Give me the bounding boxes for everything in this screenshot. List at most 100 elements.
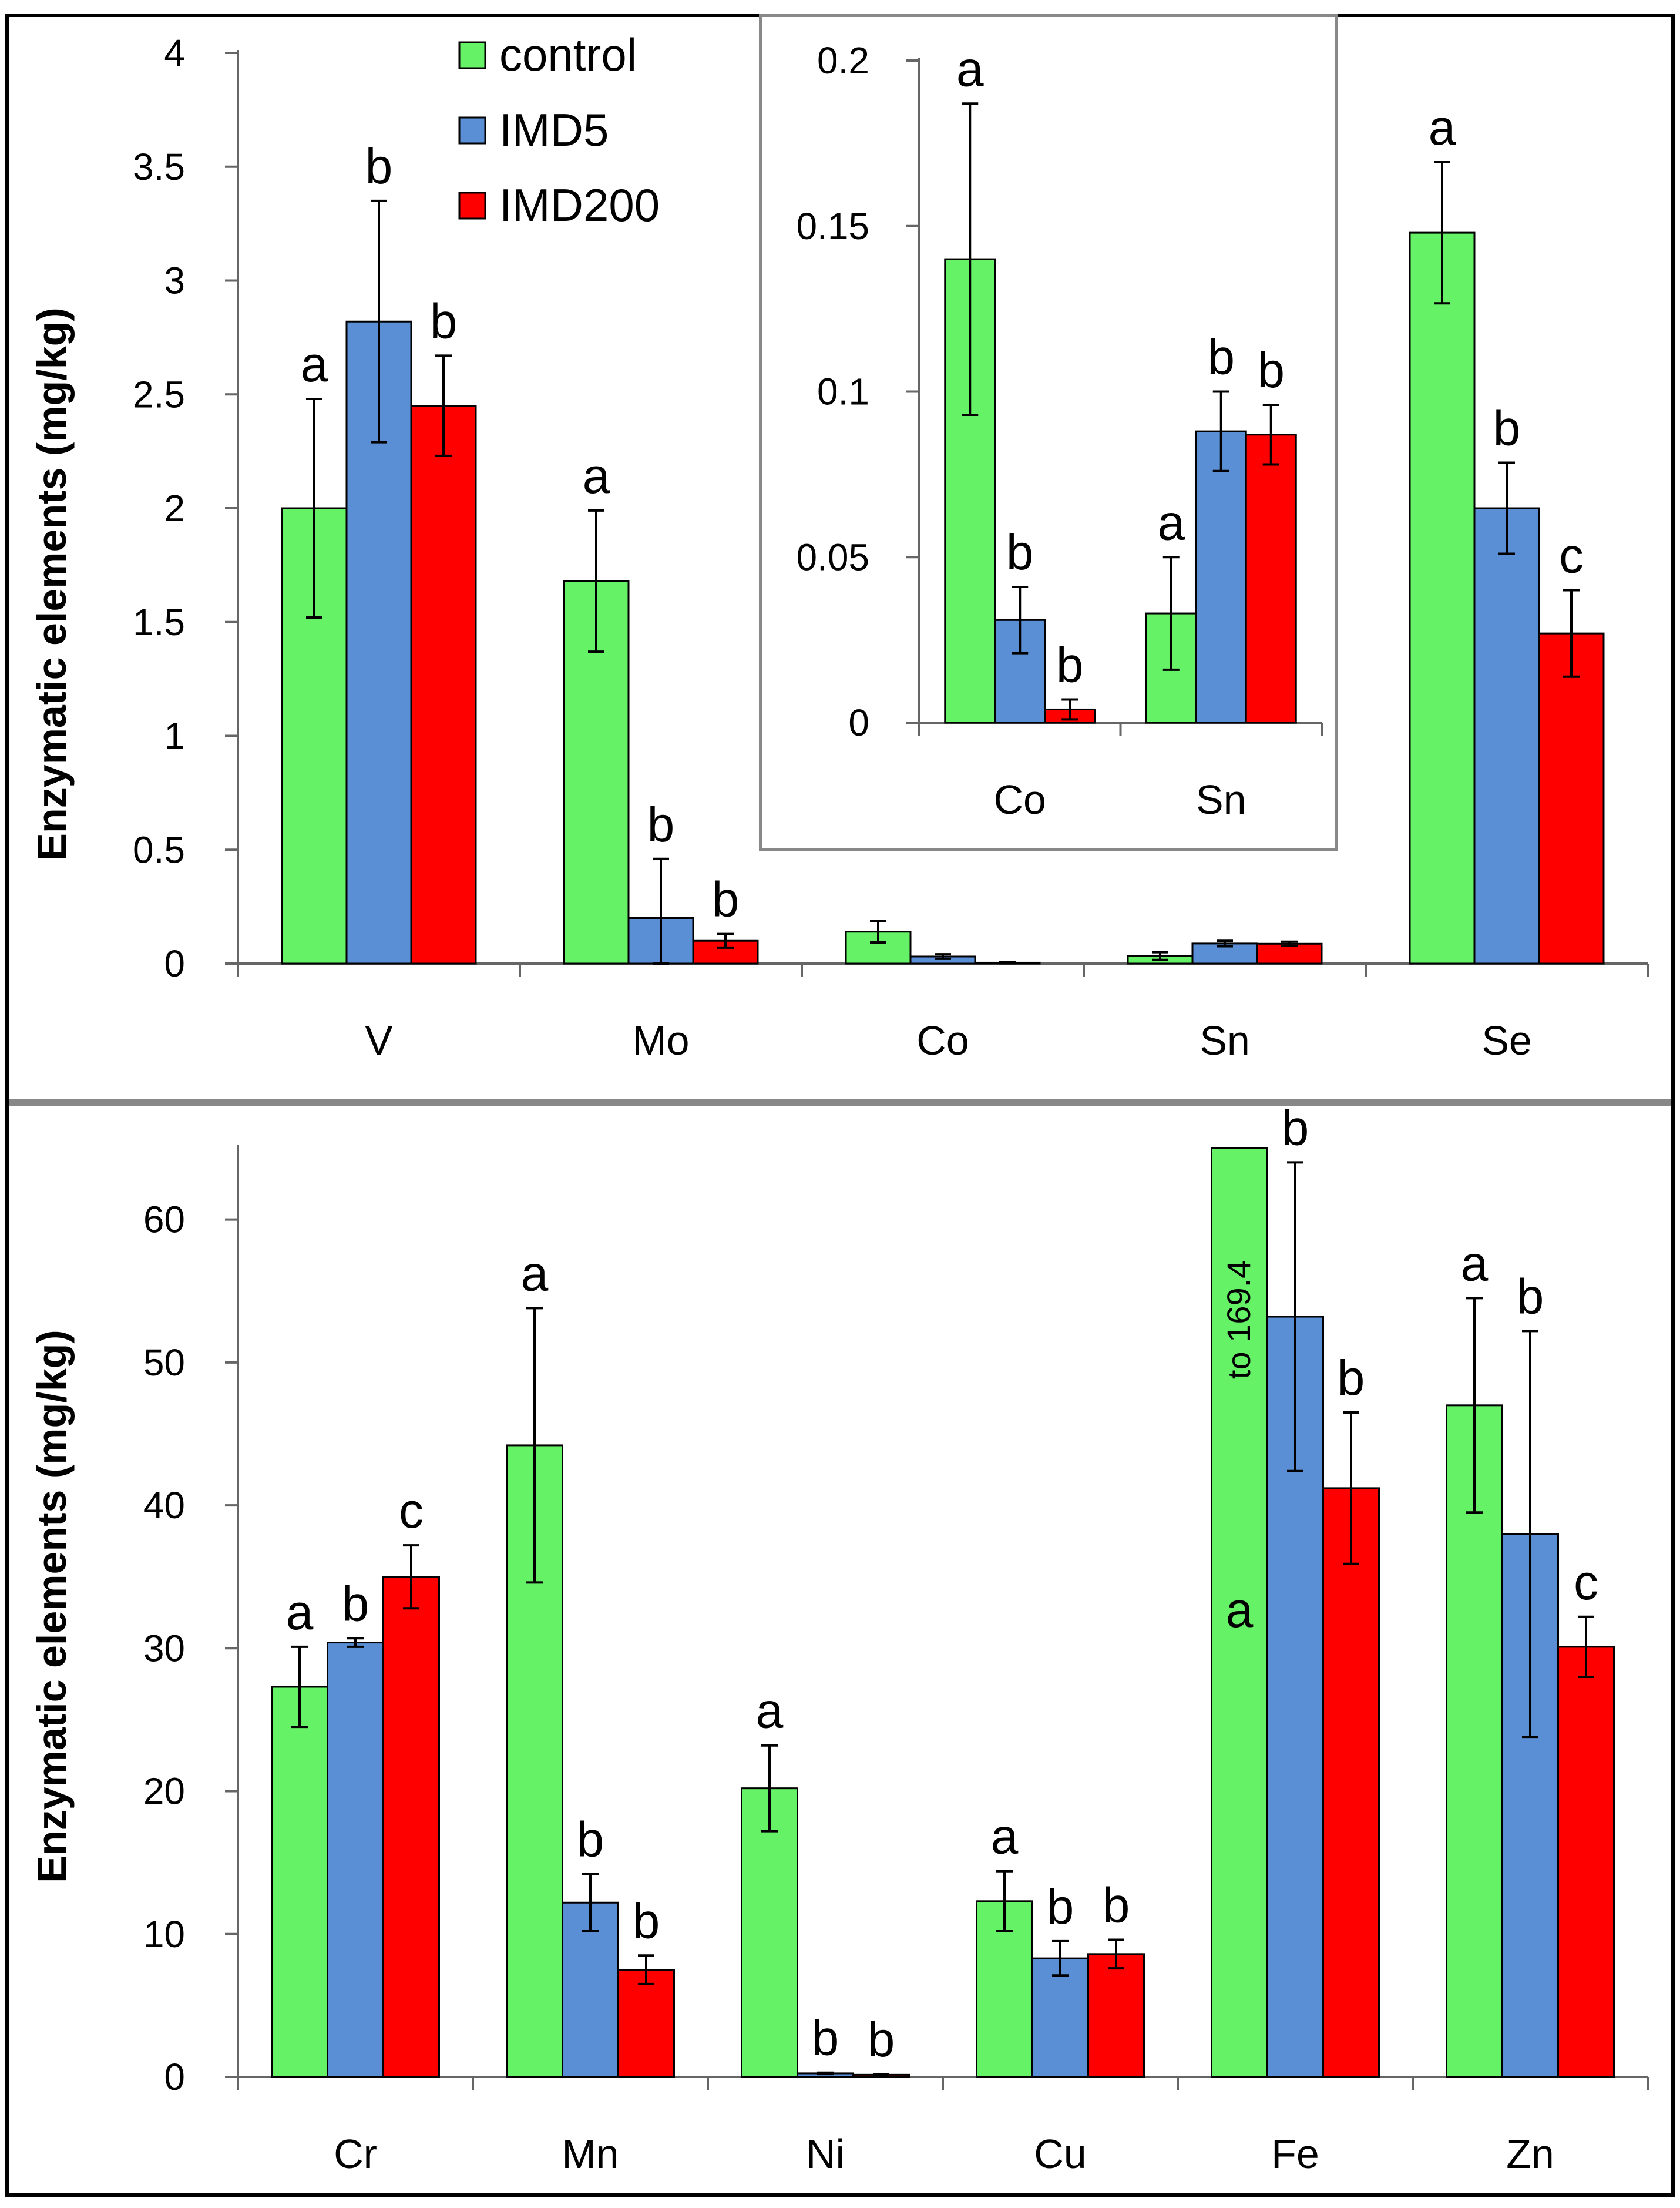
bottom-significance-letter: a bbox=[521, 1246, 549, 1301]
top-y-tick-label: 0 bbox=[164, 942, 185, 985]
inset-frame bbox=[759, 14, 1338, 851]
top-bar-control bbox=[1409, 231, 1476, 965]
bottom-y-tick-label: 60 bbox=[143, 1199, 185, 1241]
bottom-bar-IMD200 bbox=[382, 1576, 440, 2078]
top-y-tick-label: 3 bbox=[164, 260, 185, 302]
bottom-bar-IMD200 bbox=[1322, 1487, 1380, 2078]
top-significance-letter: a bbox=[301, 337, 328, 392]
top-significance-letter: b bbox=[712, 872, 740, 927]
top-significance-letter: b bbox=[365, 139, 393, 194]
bottom-category-label: Mn bbox=[562, 2131, 619, 2177]
bottom-y-tick-label: 30 bbox=[143, 1627, 185, 1669]
top-y-tick-label: 2 bbox=[164, 487, 185, 529]
inset-bar-IMD200 bbox=[1245, 434, 1297, 724]
legend-swatch-IMD200 bbox=[458, 192, 486, 220]
legend-swatch-control bbox=[458, 41, 486, 69]
bottom-category-label: Ni bbox=[806, 2131, 845, 2177]
bottom-category-label: Cr bbox=[334, 2131, 377, 2177]
bottom-bar-control bbox=[1211, 1147, 1268, 2078]
top-y-axis-label: Enzymatic elements (mg/kg) bbox=[29, 307, 75, 860]
bottom-significance-letter: b bbox=[1338, 1350, 1365, 1405]
bottom-bar-IMD5 bbox=[327, 1642, 384, 2078]
top-bar-IMD200 bbox=[410, 405, 477, 965]
top-significance-letter: c bbox=[1559, 528, 1584, 583]
top-y-tick-label: 2.5 bbox=[133, 373, 185, 415]
bottom-significance-letter: b bbox=[1517, 1269, 1544, 1324]
top-category-label: Sn bbox=[1199, 1018, 1250, 1063]
inset-y-tick-label: 0.1 bbox=[817, 371, 869, 413]
bottom-category-label: Zn bbox=[1506, 2131, 1554, 2177]
bottom-y-tick-label: 10 bbox=[143, 1913, 185, 1955]
bottom-significance-letter: b bbox=[868, 2012, 895, 2067]
top-y-tick-label: 1.5 bbox=[133, 601, 185, 643]
bottom-truncation-note: to 169.4 bbox=[1220, 1260, 1257, 1379]
top-bar-IMD5 bbox=[1473, 507, 1540, 965]
top-significance-letter: a bbox=[583, 448, 610, 504]
inset-significance-letter: b bbox=[1207, 330, 1235, 385]
inset-significance-letter: a bbox=[1157, 495, 1185, 550]
inset-significance-letter: b bbox=[1257, 343, 1285, 398]
inset-y-tick-label: 0.15 bbox=[796, 205, 869, 247]
bottom-significance-letter: b bbox=[1282, 1100, 1309, 1155]
bottom-significance-letter: a bbox=[991, 1809, 1019, 1864]
bottom-significance-letter: b bbox=[342, 1576, 369, 1631]
bottom-y-tick-label: 20 bbox=[143, 1770, 185, 1813]
bottom-significance-letter: b bbox=[1103, 1877, 1130, 1932]
top-y-tick-label: 4 bbox=[164, 32, 185, 74]
inset-y-tick-label: 0.05 bbox=[796, 536, 869, 578]
bottom-significance-letter: c bbox=[1574, 1555, 1598, 1610]
legend-label-IMD5: IMD5 bbox=[499, 104, 609, 156]
inset-bar-IMD5 bbox=[1195, 430, 1247, 724]
top-y-tick-label: 3.5 bbox=[133, 146, 185, 188]
bottom-y-tick-label: 0 bbox=[164, 2056, 185, 2098]
top-bar-IMD200 bbox=[1256, 942, 1323, 965]
legend-label-IMD200: IMD200 bbox=[499, 179, 660, 231]
bottom-y-tick-label: 50 bbox=[143, 1341, 185, 1384]
top-category-label: Se bbox=[1481, 1018, 1532, 1063]
bottom-significance-letter: b bbox=[633, 1893, 660, 1948]
top-y-tick-label: 0.5 bbox=[133, 828, 185, 871]
inset-y-tick-label: 0.2 bbox=[817, 39, 869, 82]
top-bar-IMD200 bbox=[1538, 632, 1605, 965]
bottom-y-tick-label: 40 bbox=[143, 1484, 185, 1526]
bottom-significance-letter: a bbox=[1461, 1236, 1489, 1291]
bottom-significance-letter: b bbox=[577, 1812, 604, 1867]
top-category-label: Co bbox=[916, 1018, 969, 1063]
bottom-significance-letter: b bbox=[1047, 1879, 1074, 1934]
bottom-bar-control bbox=[1446, 1404, 1503, 2078]
top-significance-letter: a bbox=[1429, 100, 1456, 155]
inset-significance-letter: b bbox=[1056, 637, 1084, 693]
bottom-significance-letter: c bbox=[399, 1483, 424, 1538]
top-category-label: V bbox=[365, 1018, 393, 1063]
top-significance-letter: b bbox=[647, 797, 675, 852]
inset-significance-letter: b bbox=[1006, 525, 1034, 580]
bottom-significance-letter: a bbox=[1226, 1582, 1254, 1637]
bottom-bar-IMD200 bbox=[617, 1969, 675, 2078]
bottom-bar-control bbox=[741, 1787, 798, 2078]
bottom-bar-IMD200 bbox=[1087, 1953, 1145, 2078]
bottom-significance-letter: b bbox=[812, 2011, 839, 2066]
legend: control IMD5 IMD200 bbox=[458, 29, 660, 231]
bottom-bar-IMD200 bbox=[1557, 1646, 1615, 2078]
bottom-bar-control bbox=[271, 1686, 328, 2078]
top-y-tick-label: 1 bbox=[164, 715, 185, 757]
top-significance-letter: b bbox=[1493, 401, 1521, 456]
top-significance-letter: b bbox=[430, 293, 458, 348]
inset-category-label: Co bbox=[994, 777, 1046, 823]
inset-y-tick-label: 0 bbox=[848, 702, 869, 744]
bottom-significance-letter: a bbox=[286, 1585, 314, 1640]
bottom-category-label: Cu bbox=[1034, 2131, 1086, 2177]
legend-swatch-IMD5 bbox=[458, 116, 486, 145]
inset-significance-letter: a bbox=[956, 41, 984, 96]
top-category-label: Mo bbox=[632, 1018, 689, 1063]
inset-category-label: Sn bbox=[1196, 777, 1246, 823]
bottom-y-axis-label: Enzymatic elements (mg/kg) bbox=[29, 1330, 75, 1882]
bottom-category-label: Fe bbox=[1271, 2131, 1319, 2177]
legend-label-control: control bbox=[499, 29, 637, 80]
bottom-significance-letter: a bbox=[756, 1683, 784, 1739]
bottom-bar-IMD5 bbox=[1031, 1957, 1089, 2078]
